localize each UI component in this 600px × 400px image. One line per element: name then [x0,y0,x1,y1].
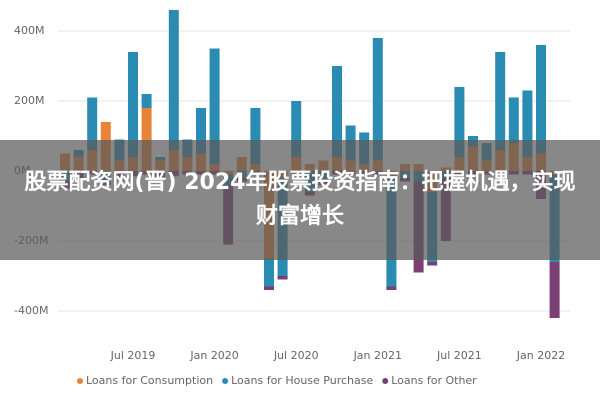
bar-segment [264,258,274,287]
y-tick-label: 200M [14,94,45,107]
bar-segment [549,262,560,318]
x-tick-label: Jul 2021 [436,349,482,362]
overlay-banner: 股票配资网(晋) 2024年股票投资指南：把握机遇，实现财富增长 [0,140,600,260]
bar-segment [128,52,138,157]
bar-segment [372,38,383,161]
bar-segment [536,45,546,154]
bar-segment [454,87,465,157]
banner-text: 股票配资网(晋) 2024年股票投资指南：把握机遇，实现财富增长 [24,170,576,229]
bar-segment [209,48,220,164]
x-tick-label: Jan 2021 [353,349,402,362]
y-tick-label: 400M [14,24,45,37]
bar-segment [141,94,152,108]
legend-label: Loans for House Purchase [231,374,373,387]
bar-segment [386,286,397,290]
bar-segment [168,10,179,150]
bar-segment [522,90,533,157]
y-tick-label: -400M [14,304,48,317]
bar-segment [87,97,98,150]
bar-segment [250,108,261,164]
x-tick-label: Jan 2020 [189,349,238,362]
bar-segment [141,108,152,171]
bar-segment [291,101,302,157]
bar-segment [196,108,206,154]
bar-segment [264,286,274,290]
x-tick-label: Jan 2022 [516,349,565,362]
legend-marker [382,378,389,384]
bar-segment [277,276,288,280]
legend-label: Loans for Other [391,374,477,387]
bar-segment [495,52,506,150]
x-tick-label: Jul 2019 [110,349,156,362]
bar-segment [427,262,438,266]
legend-marker [77,378,83,384]
legend-marker [222,378,229,384]
x-tick-label: Jul 2020 [273,349,319,362]
bar-segment [332,66,342,157]
legend-label: Loans for Consumption [86,374,213,387]
bar-segment [508,97,519,143]
